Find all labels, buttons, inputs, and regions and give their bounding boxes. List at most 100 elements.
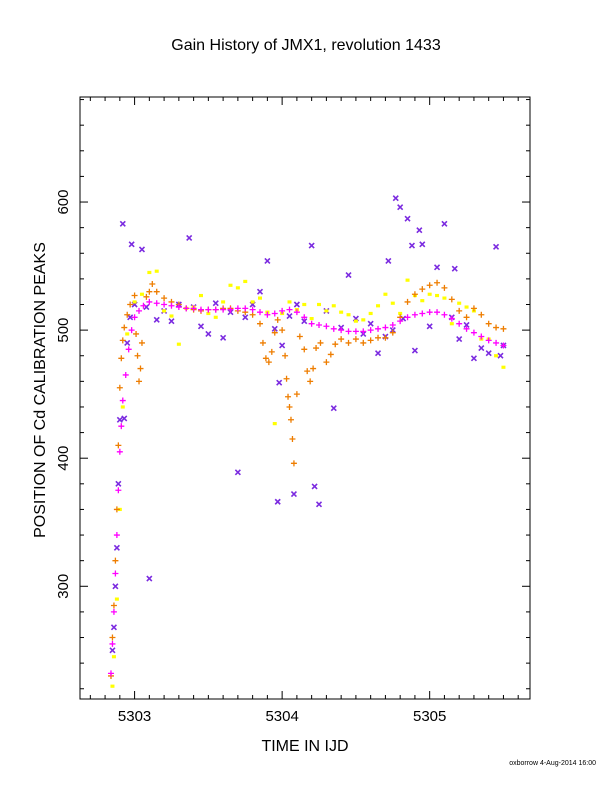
- data-point: [290, 490, 297, 498]
- data-point: [375, 334, 382, 341]
- data-point: [416, 227, 423, 234]
- data-point: [283, 375, 290, 382]
- data-point: [107, 670, 114, 677]
- data-point: [478, 333, 485, 340]
- data-point: [262, 355, 269, 362]
- data-point: [434, 279, 441, 286]
- data-point: [140, 302, 147, 309]
- data-point: [153, 300, 160, 307]
- data-point: [197, 323, 205, 330]
- data-point: [435, 293, 440, 298]
- axis-ticks: 5303 5304 5305 300 400 500 600: [55, 97, 530, 725]
- data-point: [317, 339, 324, 346]
- data-point: [451, 265, 458, 272]
- data-point: [316, 321, 323, 328]
- data-point: [419, 310, 426, 317]
- data-point: [143, 293, 150, 300]
- data-point: [119, 337, 126, 344]
- data-point: [346, 313, 351, 317]
- data-point: [310, 365, 317, 372]
- data-point: [109, 640, 116, 647]
- data-point: [274, 316, 281, 323]
- data-point: [137, 365, 144, 372]
- data-point: [212, 306, 219, 313]
- data-point: [220, 306, 227, 313]
- data-point: [309, 316, 314, 321]
- data-point: [398, 311, 403, 316]
- data-point: [345, 328, 352, 335]
- data-point: [221, 300, 226, 304]
- data-point: [497, 352, 504, 359]
- data-point: [146, 298, 153, 305]
- data-point: [110, 602, 117, 609]
- data-point: [374, 350, 382, 357]
- data-point: [125, 332, 130, 336]
- x-tick-label: 5305: [413, 708, 446, 725]
- data-point: [457, 301, 462, 305]
- data-point: [338, 336, 345, 343]
- data-point: [146, 575, 153, 582]
- data-point: [301, 314, 308, 321]
- data-point: [114, 597, 119, 601]
- footer-credit: oxborrow 4-Aug-2014 16:00: [509, 760, 596, 767]
- data-point: [279, 342, 286, 349]
- data-point: [441, 220, 448, 227]
- data-point: [228, 283, 233, 287]
- data-point: [213, 315, 218, 319]
- data-point: [332, 341, 339, 348]
- data-point: [227, 306, 234, 313]
- data-point: [426, 323, 433, 330]
- data-points: [107, 195, 507, 688]
- data-point: [118, 423, 125, 430]
- data-point: [485, 320, 492, 327]
- data-point: [448, 315, 455, 322]
- data-point: [113, 506, 120, 513]
- data-point: [434, 309, 441, 316]
- data-point: [296, 333, 303, 340]
- data-point: [112, 557, 119, 564]
- data-point: [419, 286, 426, 293]
- data-point: [433, 264, 441, 271]
- data-point: [327, 351, 334, 358]
- data-point: [131, 292, 138, 299]
- data-point: [485, 350, 492, 357]
- data-point: [442, 296, 447, 300]
- y-tick-label: 400: [55, 446, 72, 471]
- data-point: [383, 292, 388, 296]
- data-point: [376, 304, 381, 308]
- data-point: [127, 301, 134, 308]
- data-point: [138, 339, 145, 346]
- data-point: [449, 322, 454, 326]
- data-point: [345, 339, 352, 346]
- data-point: [441, 284, 448, 291]
- data-point: [168, 302, 175, 309]
- x-axis-label: TIME IN IJD: [261, 738, 349, 755]
- data-point: [382, 324, 389, 331]
- y-axis-label: POSITION OF Cd CALIBRATION PEAKS: [32, 242, 49, 538]
- data-point: [175, 304, 182, 311]
- data-point: [206, 311, 211, 316]
- data-point: [112, 583, 119, 590]
- data-point: [153, 288, 160, 295]
- data-point: [139, 292, 144, 296]
- data-point: [197, 306, 204, 313]
- data-point: [338, 327, 345, 334]
- data-point: [330, 325, 337, 332]
- data-point: [153, 316, 160, 323]
- data-point: [408, 242, 416, 249]
- data-point: [500, 342, 507, 349]
- data-point: [301, 318, 308, 325]
- data-point: [128, 327, 135, 334]
- data-point: [463, 321, 470, 329]
- data-point: [404, 314, 411, 321]
- data-point: [302, 302, 307, 307]
- data-point: [133, 330, 140, 337]
- data-point: [470, 305, 477, 312]
- data-point: [293, 309, 300, 316]
- data-point: [290, 460, 297, 467]
- data-point: [169, 314, 174, 318]
- data-point: [426, 309, 433, 316]
- data-point: [249, 311, 256, 318]
- data-point: [330, 405, 337, 412]
- data-point: [212, 300, 219, 307]
